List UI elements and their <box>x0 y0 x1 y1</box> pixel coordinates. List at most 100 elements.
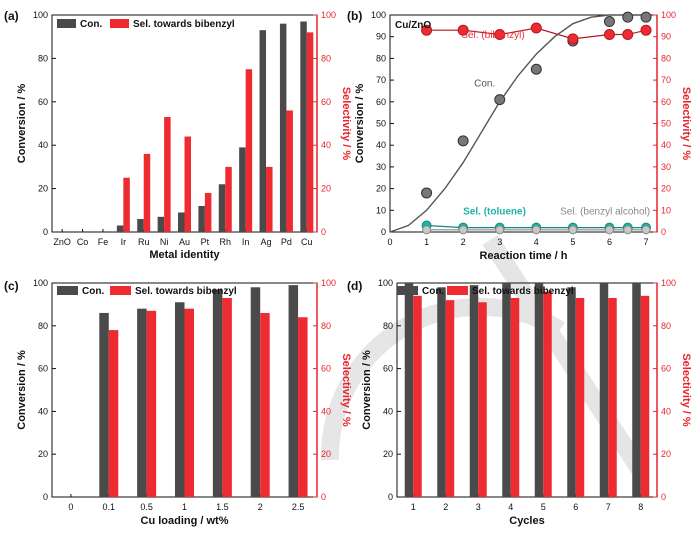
x-tick-label: 7 <box>644 237 649 247</box>
x-tick-label: Au <box>179 237 190 247</box>
y2-axis-label: Selectivity / % <box>340 87 352 161</box>
y-tick-label: 60 <box>38 97 48 107</box>
selectivity-point-bibenzyl <box>567 33 579 45</box>
selectivity-bar <box>204 192 212 232</box>
x-tick-label: 3 <box>497 237 502 247</box>
x-tick-label: 3 <box>476 502 481 512</box>
conversion-point <box>421 187 433 199</box>
x-axis-label: Cycles <box>509 515 544 527</box>
y2-tick-label: 40 <box>661 406 671 416</box>
annotation-sel-toluene: Sel. (toluene) <box>463 207 526 218</box>
y-axis-label: Conversion / % <box>361 350 373 430</box>
x-axis-label: Reaction time / h <box>479 250 567 262</box>
selectivity-bar <box>164 116 171 232</box>
plot-frame <box>389 14 658 233</box>
x-tick-label: 0.5 <box>140 502 153 512</box>
y-axis-label: Conversion / % <box>16 350 28 430</box>
selectivity-point-bibenzyl <box>622 29 634 41</box>
conversion-bar <box>599 283 609 497</box>
x-tick-label: 1 <box>411 502 416 512</box>
y-tick-label: 40 <box>383 406 393 416</box>
y-tick-label: 80 <box>38 321 48 331</box>
conversion-bar <box>437 287 446 497</box>
x-tick-label: 6 <box>607 237 612 247</box>
legend-label-selectivity: Sel. towards bibenzyl <box>135 286 237 297</box>
conversion-point <box>603 16 615 28</box>
selectivity-point-alcohol <box>458 225 468 235</box>
y-tick-label: 80 <box>38 53 48 63</box>
selectivity-point-bibenzyl <box>457 24 469 36</box>
y-tick-label: 80 <box>383 321 393 331</box>
legend-label-conversion: Con. <box>422 286 444 297</box>
y-axis-label: Conversion / % <box>16 84 28 164</box>
selectivity-bar <box>146 310 157 497</box>
legend-label-selectivity: Sel. towards bibenzyl <box>472 286 574 297</box>
y-tick-label: 50 <box>376 119 386 129</box>
legend-swatch-selectivity <box>110 19 129 28</box>
selectivity-bar <box>478 302 487 497</box>
y-tick-label: 0 <box>43 492 48 502</box>
y2-tick-label: 90 <box>661 32 671 42</box>
x-tick-label: 2 <box>461 237 466 247</box>
y-tick-label: 100 <box>371 10 386 20</box>
conversion-bar <box>300 21 307 233</box>
selectivity-bar <box>123 177 130 232</box>
selectivity-bar <box>266 166 273 232</box>
x-tick-label: Ag <box>261 237 272 247</box>
x-tick-label: In <box>242 237 250 247</box>
legend-label-conversion: Con. <box>80 19 102 30</box>
y2-tick-label: 60 <box>321 97 331 107</box>
conversion-bar <box>250 287 261 497</box>
legend-label-conversion: Con. <box>82 286 104 297</box>
conversion-bar <box>279 23 287 233</box>
y-tick-label: 10 <box>376 205 386 215</box>
conversion-bar <box>157 216 165 232</box>
y-tick-label: 40 <box>376 140 386 150</box>
selectivity-bar <box>608 297 617 497</box>
conversion-bar <box>534 283 544 497</box>
x-tick-label: 7 <box>606 502 611 512</box>
conversion-bar <box>178 212 185 232</box>
selectivity-bar <box>413 295 422 497</box>
panel-label: (b) <box>347 9 362 23</box>
selectivity-point-alcohol <box>604 225 614 235</box>
conversion-point <box>494 94 506 106</box>
x-tick-label: Cu <box>301 237 313 247</box>
y2-tick-label: 30 <box>661 162 671 172</box>
selectivity-bar <box>184 136 191 232</box>
conversion-bar <box>137 308 147 497</box>
x-tick-label: Fe <box>98 237 109 247</box>
conversion-bar <box>175 302 185 497</box>
x-tick-label: Pd <box>281 237 292 247</box>
selectivity-bar <box>298 317 308 497</box>
y2-tick-label: 100 <box>321 278 336 288</box>
conversion-bar <box>198 205 205 232</box>
selectivity-bar <box>510 297 520 497</box>
selectivity-bar <box>184 308 194 497</box>
y-tick-label: 80 <box>376 53 386 63</box>
x-tick-label: Ir <box>121 237 127 247</box>
x-tick-label: 0.1 <box>103 502 116 512</box>
y2-tick-label: 20 <box>321 184 331 194</box>
conversion-point <box>622 11 634 23</box>
conversion-bar <box>632 283 641 497</box>
conversion-bar <box>212 289 223 497</box>
selectivity-point-bibenzyl <box>421 24 433 36</box>
y2-tick-label: 60 <box>661 364 671 374</box>
x-tick-label: 4 <box>534 237 539 247</box>
legend-swatch-conversion <box>57 286 78 295</box>
selectivity-bar <box>575 297 585 497</box>
y2-tick-label: 0 <box>661 227 666 237</box>
conversion-bar <box>288 285 299 497</box>
y2-tick-label: 100 <box>661 10 676 20</box>
y-tick-label: 100 <box>33 10 48 20</box>
y-tick-label: 0 <box>381 227 386 237</box>
selectivity-bar <box>222 297 232 497</box>
y-tick-label: 0 <box>43 227 48 237</box>
conversion-point <box>457 135 469 147</box>
conversion-bar <box>218 184 226 232</box>
selectivity-point-alcohol <box>495 225 505 235</box>
